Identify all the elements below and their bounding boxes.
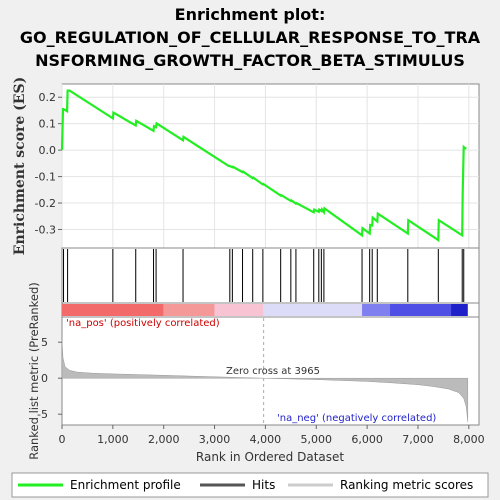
rank-y-ticks: 5 0 -5: [37, 336, 62, 421]
x-tick-label: 0: [59, 433, 66, 446]
colorbar-segment: [163, 304, 215, 316]
es-y-tick-label: -0.2: [35, 197, 56, 210]
colorbar-segment: [362, 304, 391, 316]
legend: [11, 472, 489, 498]
es-y-tick-label: 0.1: [39, 118, 57, 131]
x-tick-label: 7,000: [402, 433, 434, 446]
x-tick-label: 6,000: [351, 433, 383, 446]
x-tick-label: 1,000: [97, 433, 129, 446]
es-y-tick-label: -0.3: [35, 223, 56, 236]
pos-correlated-label: 'na_pos' (positively correlated): [66, 318, 220, 329]
es-y-axis-label: Enrichment score (ES): [12, 77, 28, 255]
es-y-tick-label: 0.0: [39, 144, 57, 157]
x-axis-label: Rank in Ordered Dataset: [196, 450, 344, 464]
rank-y-tick-label: 5: [41, 336, 48, 349]
x-tick-label: 8,000: [453, 433, 485, 446]
rank-panel: [61, 316, 480, 426]
colorbar-segment: [214, 304, 264, 316]
es-panel: [61, 83, 480, 249]
rank-colorbar: [62, 304, 468, 316]
colorbar-segment: [62, 304, 164, 316]
legend-hits-label: Hits: [252, 478, 275, 492]
legend-ranking-label: Ranking metric scores: [340, 478, 473, 492]
rank-y-tick-label: -5: [37, 408, 48, 421]
title-line-1: Enrichment plot:: [175, 5, 326, 24]
x-tick-label: 3,000: [199, 433, 231, 446]
colorbar-segment: [390, 304, 452, 316]
x-ticks: 0 1,000 2,000 3,000 4,000 5,000 6,000 7,000 8,00…: [59, 425, 485, 446]
es-series-line: [60, 89, 467, 243]
neg-correlated-label: 'na_neg' (negatively correlated): [277, 413, 436, 424]
x-tick-label: 5,000: [301, 433, 333, 446]
rank-y-tick-label: 0: [41, 372, 48, 385]
hits-panel: [61, 247, 480, 304]
hits-lines: [63, 249, 465, 302]
rank-metric-area: [61, 318, 469, 424]
title-line-2: GO_REGULATION_OF_CELLULAR_RESPONSE_TO_TR…: [20, 28, 481, 47]
colorbar-segment: [451, 304, 468, 316]
x-tick-label: 2,000: [148, 433, 180, 446]
title-line-3: NSFORMING_GROWTH_FACTOR_BETA_STIMULUS: [35, 51, 465, 70]
zero-cross-label: Zero cross at 3965: [226, 366, 320, 377]
es-y-ticks: 0.2 0.1 0.0 -0.1 -0.2 -0.3: [35, 91, 62, 236]
es-grid: [61, 84, 479, 248]
x-tick-label: 4,000: [250, 433, 282, 446]
legend-enrichment-label: Enrichment profile: [70, 478, 181, 492]
ranking-metric-area: [61, 339, 469, 423]
es-series: [60, 89, 467, 243]
colorbar-segment: [263, 304, 363, 316]
es-y-tick-label: 0.2: [39, 91, 57, 104]
es-y-tick-label: -0.1: [35, 171, 56, 184]
rank-y-axis-label: Ranked list metric (PreRanked): [27, 282, 41, 460]
